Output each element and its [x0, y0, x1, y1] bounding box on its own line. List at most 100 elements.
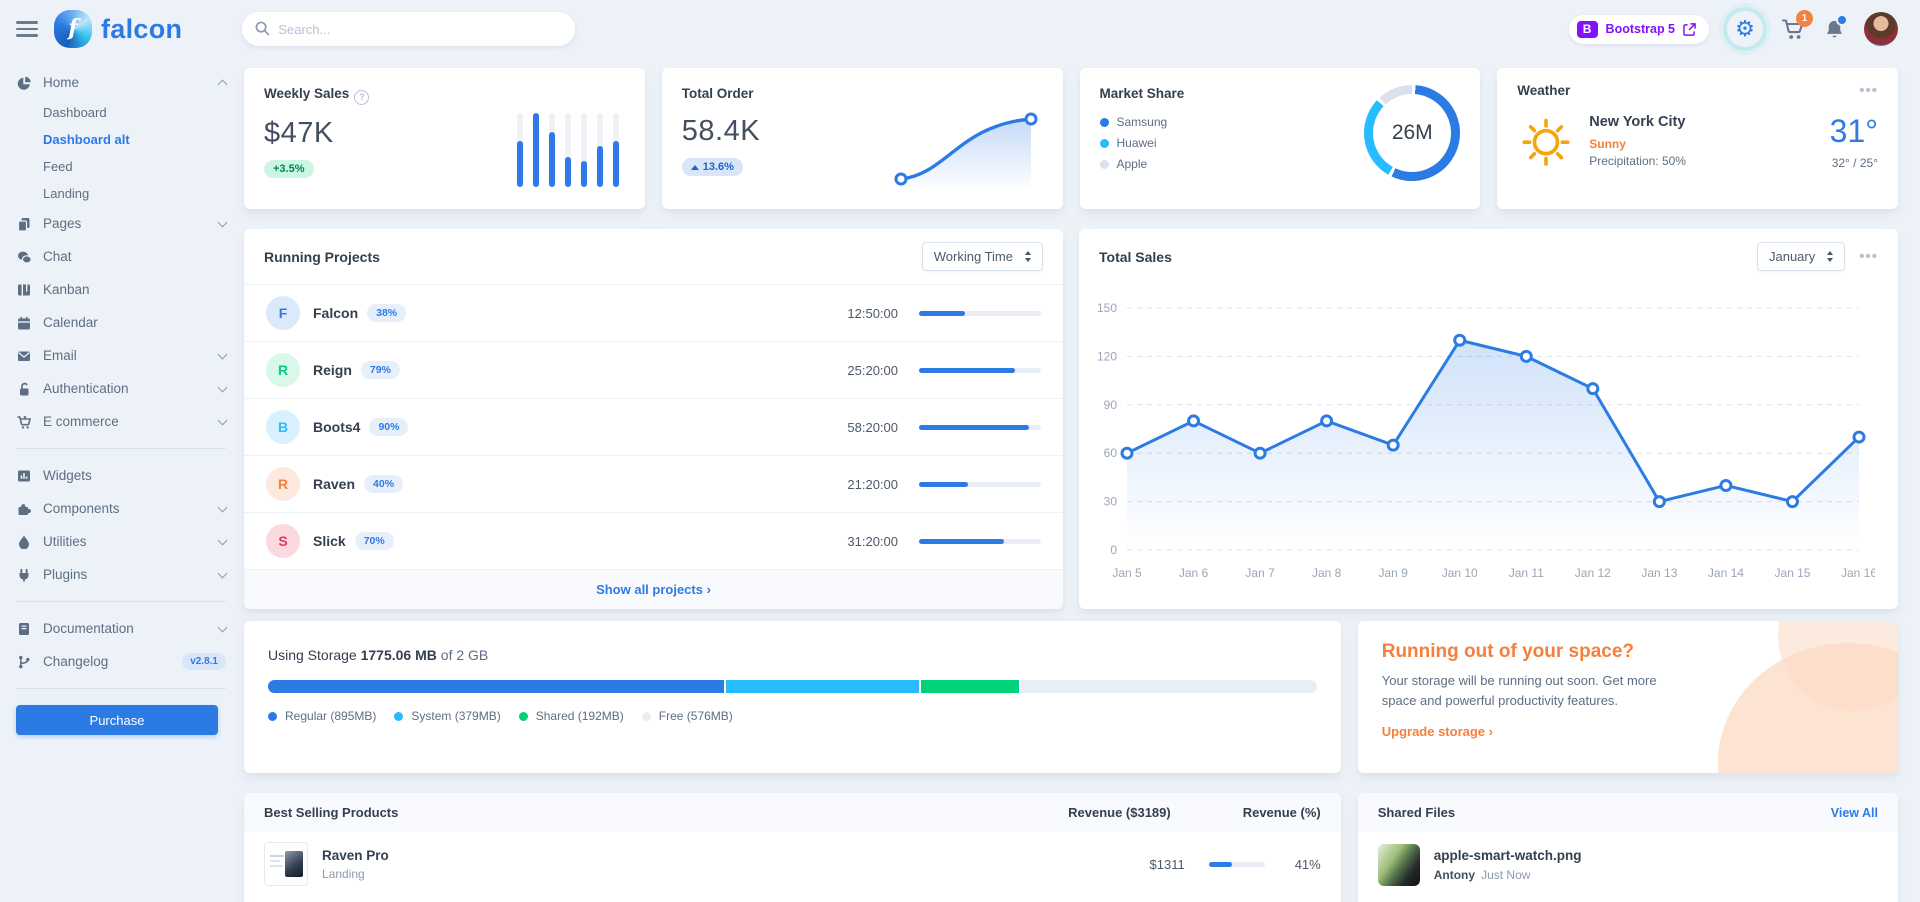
settings-button[interactable]: ⚙	[1727, 11, 1763, 47]
project-percent-badge: 90%	[369, 418, 409, 436]
sidebar-item-email[interactable]: Email	[16, 339, 240, 372]
notification-dot	[1836, 13, 1848, 26]
project-avatar: R	[266, 353, 300, 387]
show-all-projects-link[interactable]: Show all projects ›	[244, 570, 1063, 609]
sidebar-item-components[interactable]: Components	[16, 492, 240, 525]
bar-fill	[516, 141, 523, 187]
user-avatar[interactable]	[1864, 12, 1898, 46]
legend-dot-icon	[518, 711, 528, 721]
project-time: 21:20:00	[847, 476, 898, 492]
file-thumbnail	[1377, 844, 1420, 886]
market-share-legend: Samsung Huawei Apple	[1099, 115, 1185, 171]
notifications-button[interactable]	[1823, 13, 1848, 41]
svg-text:Jan 6: Jan 6	[1179, 566, 1209, 580]
sidebar-item-home[interactable]: Home	[16, 66, 240, 99]
sidebar-item-authentication[interactable]: Authentication	[16, 372, 240, 405]
product-category-link[interactable]: Landing	[322, 866, 365, 881]
search-input[interactable]	[242, 12, 576, 46]
sidebar-item-pages[interactable]: Pages	[16, 207, 240, 240]
sidebar-item-feed[interactable]: Feed	[43, 159, 73, 174]
view-all-link[interactable]: View All	[1830, 805, 1878, 820]
shopping-cart-icon	[1781, 19, 1804, 39]
svg-text:Jan 14: Jan 14	[1708, 566, 1744, 580]
legend-item: Samsung	[1099, 115, 1185, 129]
total-order-value: 58.4K	[681, 115, 761, 147]
weather-menu-button[interactable]: •••	[1859, 81, 1878, 99]
project-name[interactable]: Raven	[313, 476, 356, 492]
working-time-select[interactable]: Working Time	[921, 242, 1043, 271]
project-progress-bar	[919, 481, 1041, 487]
sidebar-item-label: Kanban	[43, 282, 90, 297]
sidebar-item-widgets[interactable]: Widgets	[16, 459, 240, 492]
project-name[interactable]: Boots4	[313, 419, 361, 435]
sidebar-item-plugins[interactable]: Plugins	[16, 558, 240, 591]
total-sales-title: Total Sales	[1099, 248, 1172, 265]
project-percent-badge: 79%	[360, 361, 400, 379]
kanban-icon	[17, 284, 30, 295]
sidebar-item-changelog[interactable]: Changelog v2.8.1	[16, 645, 240, 678]
svg-text:Jan 9: Jan 9	[1379, 566, 1409, 580]
legend-dot-icon	[1099, 138, 1109, 148]
bootstrap-badge-label: Bootstrap 5	[1605, 22, 1675, 36]
book-icon	[18, 622, 29, 635]
best-selling-card: Best Selling Products Revenue ($3189) Re…	[244, 793, 1341, 902]
external-link-icon	[1683, 22, 1696, 36]
file-name-link[interactable]: apple-smart-watch.png	[1433, 848, 1582, 863]
total-sales-menu-button[interactable]: •••	[1859, 247, 1878, 265]
market-share-donut-chart: 26M	[1364, 85, 1461, 181]
sidebar-item-chat[interactable]: Chat	[16, 240, 240, 273]
chevron-down-icon	[217, 415, 228, 425]
market-share-title: Market Share	[1099, 86, 1185, 101]
sidebar-item-kanban[interactable]: Kanban	[16, 273, 240, 306]
revenue-column-header: Revenue ($3189)	[1068, 805, 1171, 820]
legend-item: Apple	[1099, 157, 1185, 171]
storage-segment	[1020, 680, 1317, 693]
hamburger-menu-icon[interactable]	[16, 21, 38, 37]
cart-button[interactable]: 1	[1781, 10, 1813, 41]
sidebar-item-label: Documentation	[43, 621, 134, 636]
select-arrows-icon	[1827, 251, 1834, 262]
sidebar-item-landing[interactable]: Landing	[43, 186, 90, 201]
purchase-button[interactable]: Purchase	[16, 705, 218, 735]
top-navbar: f falcon B Bootstrap 5 ⚙ 1	[0, 0, 1920, 58]
project-time: 58:20:00	[847, 419, 898, 435]
sun-icon	[1522, 118, 1570, 166]
legend-item: Huawei	[1099, 136, 1185, 150]
project-name[interactable]: Slick	[313, 533, 346, 549]
market-share-value: 26M	[1391, 121, 1433, 144]
weekly-sales-title: Weekly Sales	[264, 86, 350, 101]
project-row: S Slick 70% 31:20:00	[244, 513, 1063, 570]
chevron-down-icon	[217, 535, 228, 545]
svg-text:Jan 5: Jan 5	[1112, 566, 1142, 580]
cart-icon	[16, 415, 31, 429]
svg-text:Jan 11: Jan 11	[1509, 566, 1544, 580]
sidebar-item-documentation[interactable]: Documentation	[16, 612, 240, 645]
sidebar-item-e-commerce[interactable]: E commerce	[16, 405, 240, 438]
sidebar-item-calendar[interactable]: Calendar	[16, 306, 240, 339]
calendar-icon	[17, 316, 30, 329]
storage-legend: Regular (895MB) System (379MB) Shared (1…	[268, 709, 1317, 723]
project-avatar: R	[266, 467, 300, 501]
main-content: Weekly Sales? $47K +3.5% Total Order 58.…	[240, 58, 1920, 902]
falcon-logo[interactable]: f falcon	[54, 10, 182, 48]
product-name-link[interactable]: Raven Pro	[322, 847, 389, 863]
sidebar-item-utilities[interactable]: Utilities	[16, 525, 240, 558]
month-select[interactable]: January	[1756, 242, 1846, 271]
weather-precipitation: Precipitation: 50%	[1589, 154, 1686, 168]
project-name[interactable]: Reign	[313, 362, 352, 378]
project-name[interactable]: Falcon	[313, 305, 359, 321]
caret-up-icon	[690, 164, 699, 170]
chevron-down-icon	[217, 382, 228, 392]
sidebar-item-label: Widgets	[43, 468, 92, 483]
upgrade-storage-link[interactable]: Upgrade storage ›	[1381, 724, 1493, 739]
sidebar-divider	[16, 448, 226, 449]
bar-fill	[580, 161, 587, 187]
project-time: 31:20:00	[847, 533, 898, 549]
storage-segment	[920, 680, 1019, 693]
bootstrap5-badge[interactable]: B Bootstrap 5	[1568, 14, 1709, 44]
product-progress-bar	[1208, 861, 1265, 867]
sidebar-item-dashboard[interactable]: Dashboard	[43, 105, 107, 120]
sidebar-item-dashboard-alt[interactable]: Dashboard alt	[43, 132, 130, 147]
help-icon[interactable]: ?	[354, 89, 370, 105]
project-avatar: B	[266, 410, 300, 444]
